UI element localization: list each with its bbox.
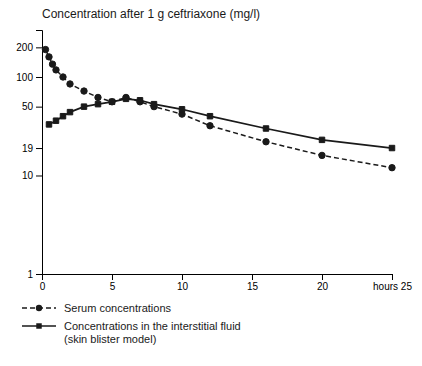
tick-label: 19 [22, 143, 34, 154]
legend-label: Concentrations in the interstitial fluid… [64, 320, 241, 345]
tick-mark [392, 274, 393, 280]
tick: 10 [177, 274, 189, 292]
point [81, 88, 87, 94]
tick: 20 [317, 274, 329, 292]
point [207, 113, 212, 118]
point [46, 54, 52, 60]
point [123, 96, 128, 101]
point [207, 123, 213, 129]
tick-mark [252, 274, 253, 280]
point [319, 137, 324, 142]
point [123, 94, 129, 100]
point [151, 101, 156, 106]
x-axis: 0 5 10 15 20 hours 25 [40, 274, 413, 292]
axis-line [43, 275, 393, 281]
tick: 15 [247, 274, 259, 292]
tick: 50 [22, 101, 42, 112]
y-axis: 1 10 19 50 100 200 [16, 31, 42, 280]
tick-label: hours 25 [373, 281, 412, 292]
tick-mark [322, 274, 323, 280]
point [49, 61, 55, 67]
tick-label: 0 [40, 281, 46, 292]
tick-mark [36, 47, 42, 48]
point [60, 74, 66, 80]
tick: 100 [16, 72, 42, 83]
legend-marker [36, 305, 42, 311]
point [137, 98, 142, 103]
point [263, 126, 268, 131]
tick-label: 50 [22, 101, 34, 112]
tick-label: 10 [177, 281, 189, 292]
point [81, 104, 86, 109]
tick-mark [36, 77, 42, 78]
legend-marker [36, 323, 41, 328]
tick: hours 25 [373, 274, 412, 292]
plot: 0 5 10 15 20 hours 25 1 10 19 50 100 200 [16, 31, 412, 293]
legend-label: Serum concentrations [64, 302, 171, 314]
point [53, 118, 58, 123]
legend-item: Serum concentrations [22, 302, 171, 314]
tick-mark [36, 274, 42, 275]
point [319, 152, 325, 158]
point [109, 99, 114, 104]
tick-label: 5 [110, 281, 116, 292]
tick-label: 1 [27, 269, 33, 280]
tick-label: 20 [317, 281, 329, 292]
marks [42, 46, 395, 171]
chart: Concentration after 1 g ceftriaxone (mg/… [0, 0, 422, 366]
tick-mark [112, 274, 113, 280]
tick: 1 [27, 269, 42, 280]
tick-label: 15 [247, 281, 259, 292]
tick: 5 [110, 274, 116, 292]
tick-mark [36, 148, 42, 149]
tick-label: 10 [22, 170, 34, 181]
tick-label: 200 [16, 42, 33, 53]
tick: 0 [40, 274, 46, 292]
tick: 200 [16, 42, 42, 53]
tick-mark [36, 175, 42, 176]
point [60, 113, 65, 118]
legend: Serum concentrations Concentrations in th… [22, 302, 241, 345]
point [67, 109, 72, 114]
axis-line [36, 31, 43, 275]
legend-item: Concentrations in the interstitial fluid… [22, 320, 241, 345]
tick-mark [182, 274, 183, 280]
tick-label: 100 [16, 72, 33, 83]
tick-mark [36, 107, 42, 108]
point [67, 81, 73, 87]
point [95, 101, 100, 106]
tick: 19 [22, 143, 42, 154]
point [46, 122, 51, 127]
point [109, 99, 115, 105]
point [53, 67, 59, 73]
point [263, 139, 269, 145]
point [95, 94, 101, 100]
tick: 10 [22, 170, 42, 181]
point [179, 107, 184, 112]
point [389, 165, 395, 171]
point [42, 46, 48, 52]
series-line [49, 99, 392, 148]
series-line [46, 50, 393, 168]
point [389, 145, 394, 150]
title: Concentration after 1 g ceftriaxone (mg/… [42, 7, 260, 21]
